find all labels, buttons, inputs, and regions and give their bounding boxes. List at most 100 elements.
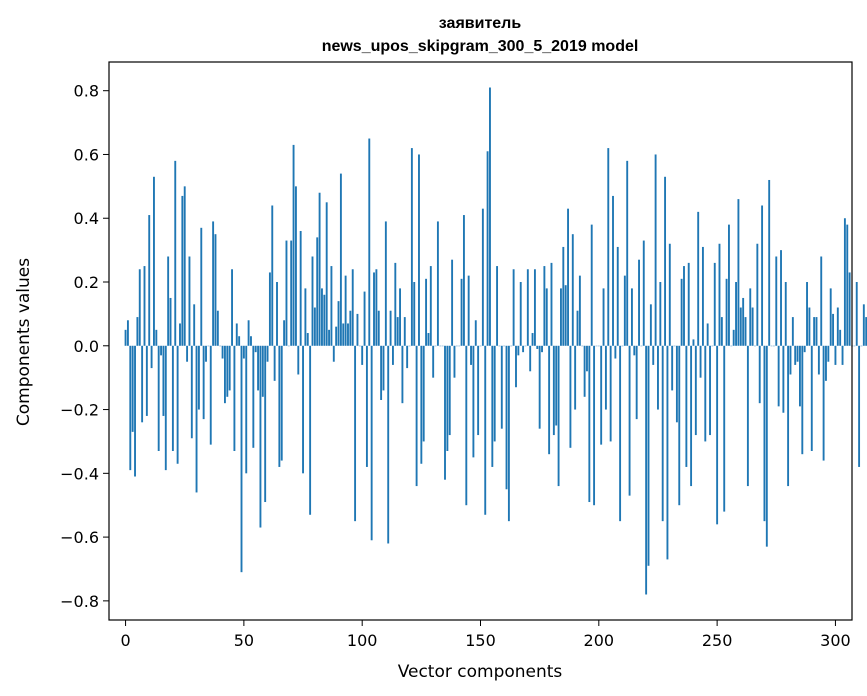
bar [306,333,309,346]
bar [545,288,548,346]
bar [224,345,226,404]
bar [484,345,487,515]
bar [384,221,387,346]
bar [486,151,489,346]
bar [758,345,761,404]
bar [233,345,236,451]
bar [197,345,200,410]
bar [817,345,820,375]
bar [190,345,193,439]
bar [541,345,543,353]
bar [406,345,409,369]
x-tick-label: 300 [820,631,851,650]
bar [496,266,499,346]
bar [701,246,704,346]
bar [858,345,861,467]
bar [250,336,252,346]
bar [815,317,818,346]
bar [808,307,811,346]
bar [429,266,432,346]
bar [410,148,413,346]
bar [614,345,617,359]
bar [413,282,416,346]
bar [763,345,766,522]
bar [737,199,740,346]
bar [588,345,591,503]
bar [493,345,496,442]
bar [214,234,217,346]
bar [221,345,224,359]
bar [671,345,674,391]
bar [316,237,319,346]
bar [477,345,480,436]
bar [600,345,603,445]
bar [460,278,463,346]
bar [652,345,655,365]
bar [318,192,321,346]
bar [235,323,238,346]
bar [661,345,664,522]
bar [526,269,529,346]
bar [420,345,423,464]
bar [552,345,555,436]
bar [784,282,787,346]
x-axis-label: Vector components [398,662,563,682]
bar [706,323,709,346]
bar [292,144,295,346]
bar [839,329,842,346]
bar [134,345,136,477]
bar [657,345,659,410]
bar [685,345,688,467]
y-tick-label: 0.6 [74,145,99,164]
chart-title: заявитель [439,15,522,32]
bar [200,227,203,346]
x-tick-label: 0 [120,631,130,650]
bar [775,256,778,346]
y-tick-label: 0.8 [74,82,99,101]
bar [782,345,785,413]
bar [126,320,129,346]
bar [365,345,368,467]
bar [678,345,681,506]
bar [425,278,428,346]
bar [436,221,439,346]
bar [415,345,418,487]
bar [645,345,648,595]
bar [825,345,827,381]
bar [649,304,652,346]
bar [392,345,394,365]
bar [664,176,667,346]
y-axis-label: Components values [14,258,34,426]
bar [129,345,132,471]
bar [124,329,127,346]
bar [294,186,297,346]
bar [238,336,241,346]
bar [259,345,262,528]
bar [143,266,146,346]
bar [332,345,335,362]
y-axis: −0.8 −0.6 −0.4 −0.2 0.0 0.2 0.4 0.6 0.8 [60,82,109,611]
bar [630,288,633,346]
bar [789,345,792,375]
bar [683,266,685,346]
bar [720,317,723,346]
bar [368,138,371,346]
bar [692,339,695,346]
bar [160,345,162,356]
bar [361,345,364,365]
bar [396,317,399,346]
bar [183,186,186,346]
bar [699,345,702,378]
bar [647,345,650,566]
x-tick-label: 200 [584,631,615,650]
bar [512,269,515,346]
bar [704,345,707,442]
bar [529,345,532,372]
bar [465,345,468,506]
bar [462,215,465,346]
bar [401,345,404,404]
bar [335,326,338,346]
bar [351,269,354,346]
bar [290,240,293,346]
bar [474,320,477,346]
